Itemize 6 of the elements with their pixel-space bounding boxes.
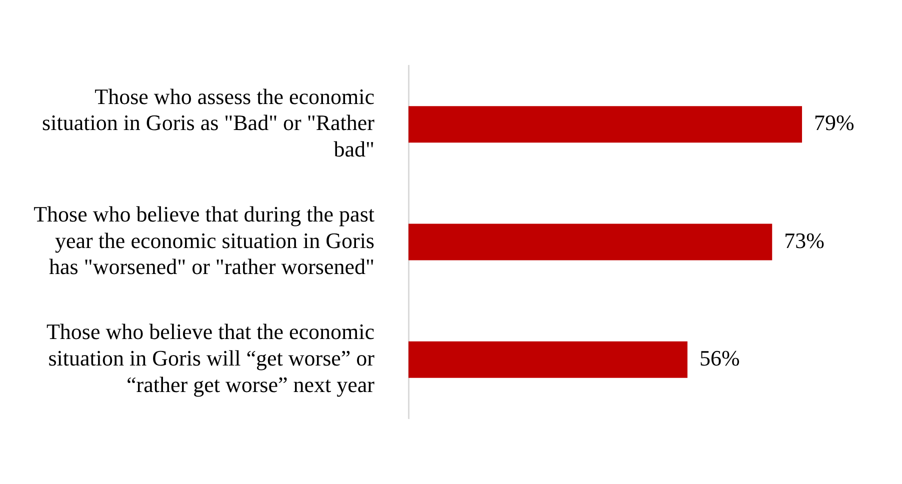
y-tick-label: Those who assess the economic situation in Goris as "Bad" or "Rather bad" — [42, 84, 376, 162]
data-label: 73% — [784, 228, 824, 253]
data-label: 56% — [699, 345, 740, 370]
y-tick-label: Those who believe that during the past year the economic situation in Goris has "worsened" or "rather worsened" — [34, 201, 374, 280]
data-label: 79% — [814, 110, 854, 136]
y-tick-label: Those who believe that the economic situation in Goris will “get worse” or “rather get worse” next year — [46, 318, 376, 397]
